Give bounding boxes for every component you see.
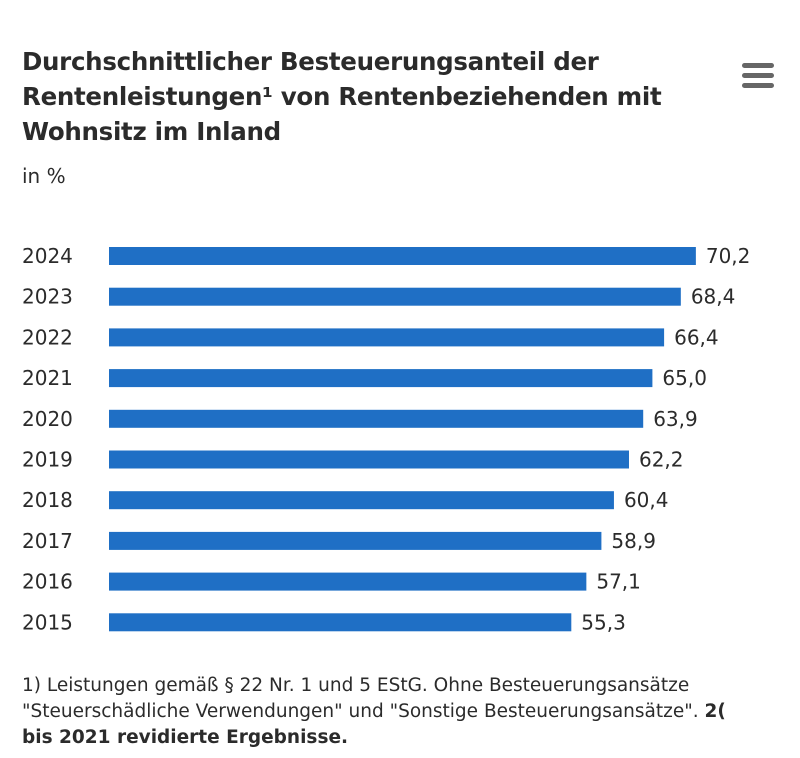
bar-chart: 2024 70,2 2023 68,4 2022 66,4 2021 65,0 2020 63,9…	[22, 244, 751, 634]
footnote: 1) Leistungen gemäß § 22 Nr. 1 und 5 ESt…	[22, 673, 782, 751]
footnote-text: "Steuerschädliche Verwendungen" und "Son…	[22, 701, 705, 722]
data-label: 70,2	[706, 244, 751, 268]
bar[interactable]	[109, 450, 629, 469]
category-label: 2023	[22, 285, 73, 309]
bar[interactable]	[109, 287, 681, 306]
category-label: 2019	[22, 448, 73, 472]
category-label: 2017	[22, 529, 73, 553]
data-label: 58,9	[611, 529, 656, 553]
category-label: 2018	[22, 488, 73, 512]
bar[interactable]	[109, 531, 602, 550]
chart-title-line: Durchschnittlicher Besteuerungsanteil de…	[22, 47, 599, 76]
category-label: 2016	[22, 570, 73, 594]
category-label: 2022	[22, 325, 73, 349]
unit-label: in %	[22, 164, 66, 188]
category-label: 2021	[22, 366, 73, 390]
chart-title: Durchschnittlicher Besteuerungsanteil de…	[22, 44, 722, 149]
bar[interactable]	[109, 613, 572, 632]
bar[interactable]	[109, 247, 696, 265]
category-label: 2020	[22, 407, 73, 431]
category-label: 2024	[22, 244, 73, 268]
data-label: 57,1	[596, 570, 641, 594]
hamburger-menu-icon	[742, 63, 774, 88]
chart-title-line: Wohnsitz im Inland	[22, 117, 281, 146]
data-label: 65,0	[662, 366, 707, 390]
data-label: 62,2	[639, 448, 684, 472]
footnote-bold-text: 2(	[704, 701, 726, 722]
footnote-line: 1) Leistungen gemäß § 22 Nr. 1 und 5 ESt…	[22, 675, 690, 696]
data-label: 60,4	[624, 488, 669, 512]
footnote-line: bis 2021 revidierte Ergebnisse.	[22, 727, 349, 748]
data-label: 66,4	[674, 325, 719, 349]
bar[interactable]	[109, 369, 653, 388]
bar[interactable]	[109, 328, 665, 347]
bar[interactable]	[109, 572, 587, 591]
data-label: 63,9	[653, 407, 698, 431]
bar[interactable]	[109, 491, 614, 510]
data-label: 68,4	[691, 285, 736, 309]
category-label: 2015	[22, 610, 73, 634]
footnote-line: "Steuerschädliche Verwendungen" und "Son…	[22, 699, 782, 725]
bar[interactable]	[109, 409, 644, 428]
data-label: 55,3	[581, 610, 626, 634]
chart-title-line: Rentenleistungen¹ von Rentenbeziehenden …	[22, 82, 662, 111]
menu-button[interactable]	[738, 56, 778, 96]
